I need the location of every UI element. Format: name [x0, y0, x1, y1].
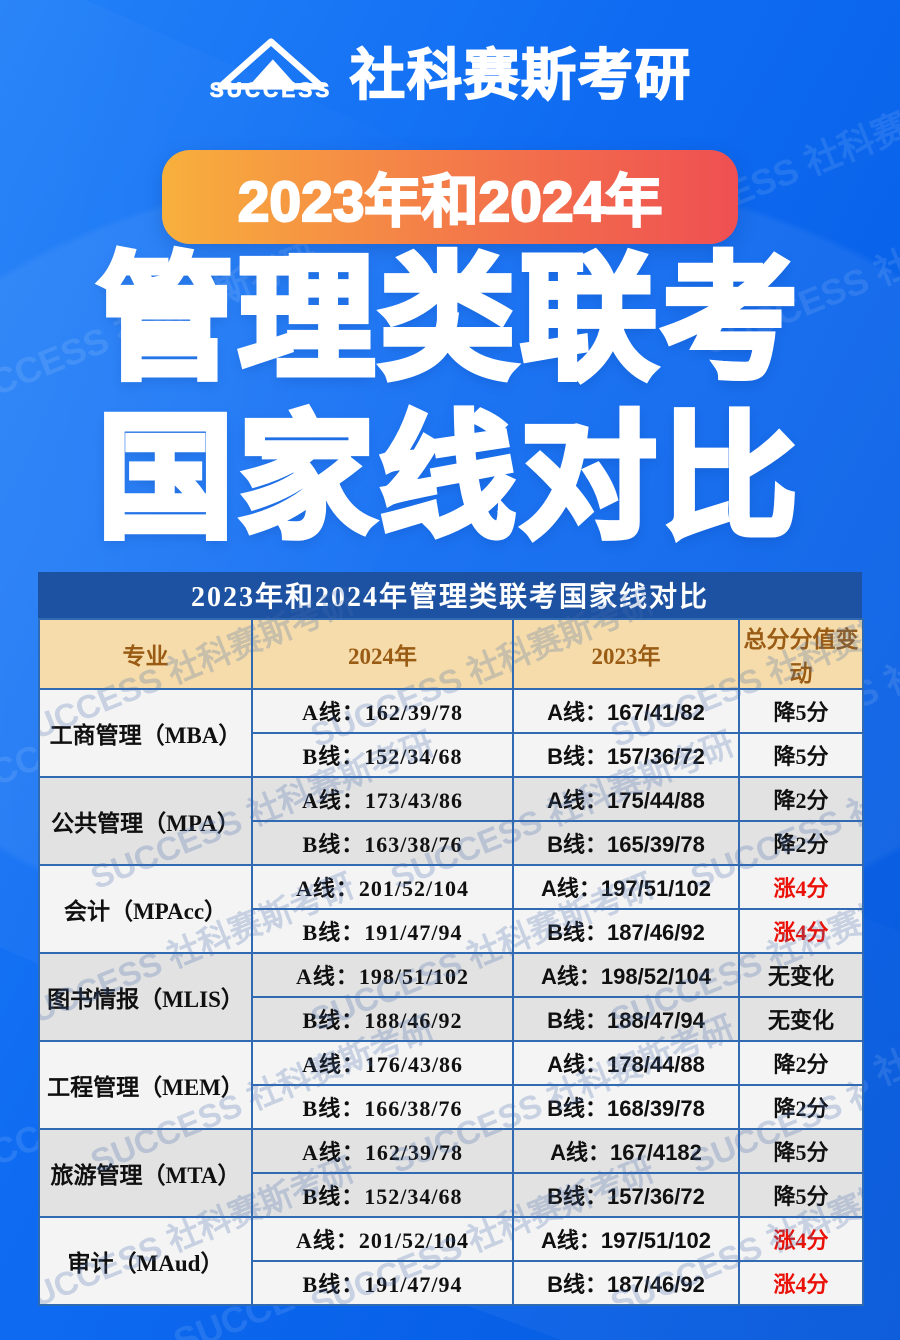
score-2024-cell: A线：198/51/102: [251, 952, 514, 998]
major-cell: 旅游管理（MTA）: [38, 1128, 253, 1218]
table-row: 工程管理（MEM） A线：176/43/86 A线：178/44/88 降2分: [38, 1040, 864, 1130]
change-cell: 无变化: [738, 952, 864, 998]
score-2023-cell: A线：167/4182: [512, 1128, 740, 1174]
logo-success-text: SUCCESS: [209, 79, 333, 103]
brand-logo: SUCCESS 社科赛斯考研: [0, 30, 900, 110]
table-row: 公共管理（MPA） A线：173/43/86 A线：175/44/88 降2分: [38, 776, 864, 866]
score-2024-cell: B线：163/38/76: [251, 820, 514, 866]
score-2023-cell: A线：197/51/102: [512, 1216, 740, 1262]
score-2023-cell: B线：187/46/92: [512, 1260, 740, 1306]
col-header-major: 专业: [38, 618, 253, 690]
score-2024-cell: A线：201/52/104: [251, 864, 514, 910]
change-cell: 降2分: [738, 1084, 864, 1130]
change-cell: 涨4分: [738, 864, 864, 910]
table-row: B线：166/38/76 B线：168/39/78 降2分: [39, 1084, 864, 1130]
score-2024-cell: B线：188/46/92: [251, 996, 514, 1042]
change-cell: 涨4分: [738, 908, 864, 954]
col-header-2024: 2024年: [251, 618, 514, 690]
change-cell: 降2分: [738, 820, 864, 866]
table-row: 旅游管理（MTA） A线：162/39/78 A线：167/4182 降5分: [38, 1128, 864, 1218]
score-2023-cell: B线：188/47/94: [512, 996, 740, 1042]
score-2024-cell: A线：201/52/104: [251, 1216, 514, 1262]
score-2023-cell: B线：157/36/72: [512, 732, 740, 778]
score-2024-cell: A线：176/43/86: [251, 1040, 514, 1086]
main-title: 管理类联考 国家线对比: [0, 240, 900, 558]
score-2023-cell: A线：198/52/104: [512, 952, 740, 998]
score-2023-cell: A线：167/41/82: [512, 688, 740, 734]
score-2023-cell: A线：197/51/102: [512, 864, 740, 910]
table-row: 审计（MAud） A线：201/52/104 A线：197/51/102 涨4分: [38, 1216, 864, 1306]
major-cell: 工商管理（MBA）: [38, 688, 253, 778]
change-cell: 无变化: [738, 996, 864, 1042]
score-2024-cell: A线：173/43/86: [251, 776, 514, 822]
score-2024-cell: A线：162/39/78: [251, 1128, 514, 1174]
main-title-line-2: 国家线对比: [95, 399, 803, 557]
change-cell: 降5分: [738, 732, 864, 778]
change-cell: 降2分: [738, 776, 864, 822]
table-row: B线：152/34/68 B线：157/36/72 降5分: [39, 732, 864, 778]
score-2024-cell: B线：166/38/76: [251, 1084, 514, 1130]
major-cell: 会计（MPAcc）: [38, 864, 253, 954]
header-row: 专业 2024年 2023年 总分分值变动: [38, 618, 864, 690]
change-cell: 涨4分: [738, 1216, 864, 1262]
score-2023-cell: B线：157/36/72: [512, 1172, 740, 1218]
change-cell: 降5分: [738, 1128, 864, 1174]
brand-name: 社科赛斯考研: [349, 43, 692, 107]
change-cell: 降2分: [738, 1040, 864, 1086]
comparison-table: 2023年和2024年管理类联考国家线对比 专业 2024年 2023年 总分分…: [38, 572, 864, 1306]
table-row: 图书情报（MLIS） A线：198/51/102 A线：198/52/104 无变化: [38, 952, 864, 1042]
col-header-2023: 2023年: [512, 618, 740, 690]
change-cell: 涨4分: [738, 1260, 864, 1306]
col-header-change: 总分分值变动: [738, 618, 864, 690]
score-2024-cell: B线：191/47/94: [251, 908, 514, 954]
mountain-logo: SUCCESS: [208, 37, 334, 103]
score-2024-cell: A线：162/39/78: [251, 688, 514, 734]
score-2023-cell: B线：187/46/92: [512, 908, 740, 954]
table-row: B线：152/34/68 B线：157/36/72 降5分: [39, 1172, 864, 1218]
table-row: B线：188/46/92 B线：188/47/94 无变化: [39, 996, 864, 1042]
score-2023-cell: B线：165/39/78: [512, 820, 740, 866]
score-2024-cell: B线：191/47/94: [251, 1260, 514, 1306]
major-cell: 审计（MAud）: [38, 1216, 253, 1306]
main-title-line-1: 管理类联考: [95, 240, 803, 398]
table-row: 工商管理（MBA） A线：162/39/78 A线：167/41/82 降5分: [38, 688, 864, 778]
mountain-icon: [217, 38, 325, 90]
score-2024-cell: B线：152/34/68: [251, 1172, 514, 1218]
table-title: 2023年和2024年管理类联考国家线对比: [38, 572, 862, 618]
major-cell: 工程管理（MEM）: [38, 1040, 253, 1130]
change-cell: 降5分: [738, 1172, 864, 1218]
change-cell: 降5分: [738, 688, 864, 734]
score-table: 专业 2024年 2023年 总分分值变动 工商管理（MBA） A线：162/39…: [38, 618, 864, 1306]
table-row: B线：163/38/76 B线：165/39/78 降2分: [39, 820, 864, 866]
table-row: B线：191/47/94 B线：187/46/92 涨4分: [39, 1260, 864, 1306]
score-2023-cell: B线：168/39/78: [512, 1084, 740, 1130]
score-2023-cell: A线：178/44/88: [512, 1040, 740, 1086]
major-cell: 图书情报（MLIS）: [38, 952, 253, 1042]
score-2023-cell: A线：175/44/88: [512, 776, 740, 822]
score-2024-cell: B线：152/34/68: [251, 732, 514, 778]
major-cell: 公共管理（MPA）: [38, 776, 253, 866]
table-row: B线：191/47/94 B线：187/46/92 涨4分: [39, 908, 864, 954]
table-row: 会计（MPAcc） A线：201/52/104 A线：197/51/102 涨4分: [38, 864, 864, 954]
year-badge: 2023年和2024年: [162, 150, 738, 244]
